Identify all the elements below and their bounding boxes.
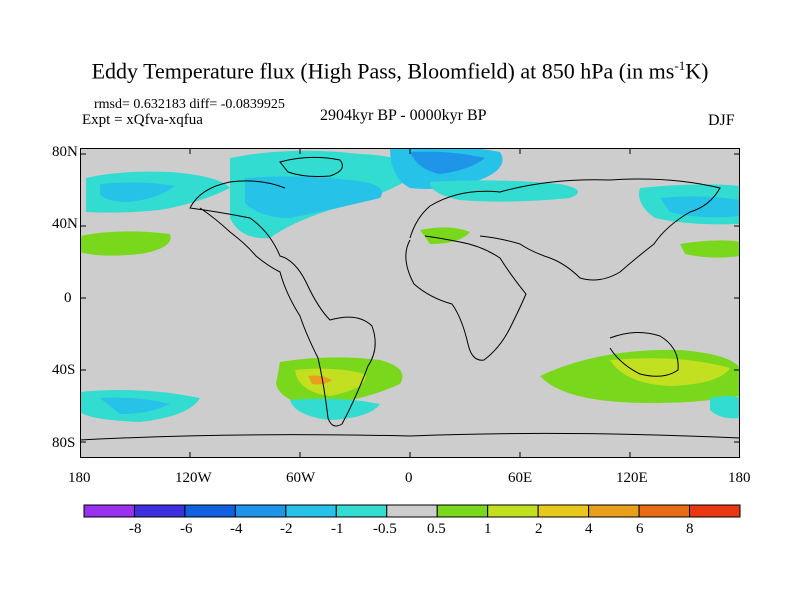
coastlines: [80, 156, 740, 441]
lat-label: 80S: [52, 435, 76, 451]
colorbar-label: 2: [535, 521, 543, 537]
coast-antarctica: [80, 432, 740, 441]
colorbar-swatch: [234, 504, 287, 518]
colorbar-label: -8: [129, 521, 142, 537]
colorbar: [83, 504, 741, 518]
field-map: [80, 148, 740, 458]
coast-africa: [405, 235, 527, 361]
lat-label: 0: [64, 290, 72, 306]
experiment-label: Expt = xQfva-xqfua: [82, 112, 203, 128]
shade-satl-core: [295, 368, 366, 396]
lat-label: 40N: [52, 216, 78, 232]
shade-natl-core: [245, 176, 382, 218]
colorbar-label: 0.5: [427, 521, 446, 537]
shade-med-green: [420, 227, 470, 244]
period-label: 2904kyr BP - 0000kyr BP: [320, 107, 487, 124]
colorbar-swatch: [184, 504, 236, 518]
colorbar-label: -4: [230, 521, 243, 537]
colorbar-label: 4: [585, 521, 593, 537]
colorbar-label: 6: [636, 521, 644, 537]
lon-label: 60W: [286, 470, 316, 486]
colorbar-swatch: [133, 504, 186, 518]
colorbar-swatch: [689, 504, 741, 518]
lon-label: 120E: [616, 470, 648, 486]
colorbar-label: -0.5: [373, 521, 397, 537]
lon-label: 180: [68, 470, 91, 486]
lon-label: 60E: [508, 470, 533, 486]
colorbar-swatch: [436, 504, 489, 518]
shade-npac-core: [100, 182, 175, 202]
colorbar-swatch: [285, 504, 337, 518]
colorbar-label: -6: [180, 521, 193, 537]
shade-satl-cyan: [290, 398, 380, 420]
shade-satl-peak: [308, 375, 332, 385]
season-label: DJF: [708, 112, 735, 129]
lon-label: 120W: [175, 470, 212, 486]
lon-label: 0: [405, 470, 413, 486]
shade-sind-cyan: [710, 396, 740, 419]
axis-ticks: [80, 148, 740, 458]
coast-greenland: [279, 156, 343, 177]
coast-americas: [189, 180, 376, 427]
colorbar-swatch: [386, 504, 438, 518]
shade-arctic-core: [410, 151, 485, 174]
shade-wpac-green: [680, 240, 740, 258]
coast-australia: [609, 332, 679, 377]
coast-eurasia: [409, 178, 721, 281]
colorbar-label: -1: [331, 521, 344, 537]
lat-label: 40S: [52, 362, 76, 378]
map-title: Eddy Temperature flux (High Pass, Bloomf…: [91, 58, 709, 84]
lon-label: 180: [728, 470, 751, 486]
colorbar-swatch: [487, 504, 539, 518]
colorbar-swatch: [638, 504, 691, 518]
colorbar-swatch: [588, 504, 640, 518]
shade-wpac-core: [660, 196, 740, 218]
shade-pac-green: [80, 231, 171, 256]
colorbar-swatch: [335, 504, 388, 518]
shade-sind-core: [610, 358, 730, 386]
colorbar-label: -2: [280, 521, 293, 537]
colorbar-swatch: [537, 504, 590, 518]
anomaly-shading: [80, 148, 740, 422]
rmsd-diff-stats: rmsd= 0.632183 diff= -0.0839925: [94, 97, 285, 112]
shade-spac-core: [100, 397, 170, 414]
colorbar-swatch: [83, 504, 135, 518]
colorbar-label: 1: [484, 521, 492, 537]
colorbar-label: 8: [686, 521, 694, 537]
lat-label: 80N: [52, 144, 78, 160]
